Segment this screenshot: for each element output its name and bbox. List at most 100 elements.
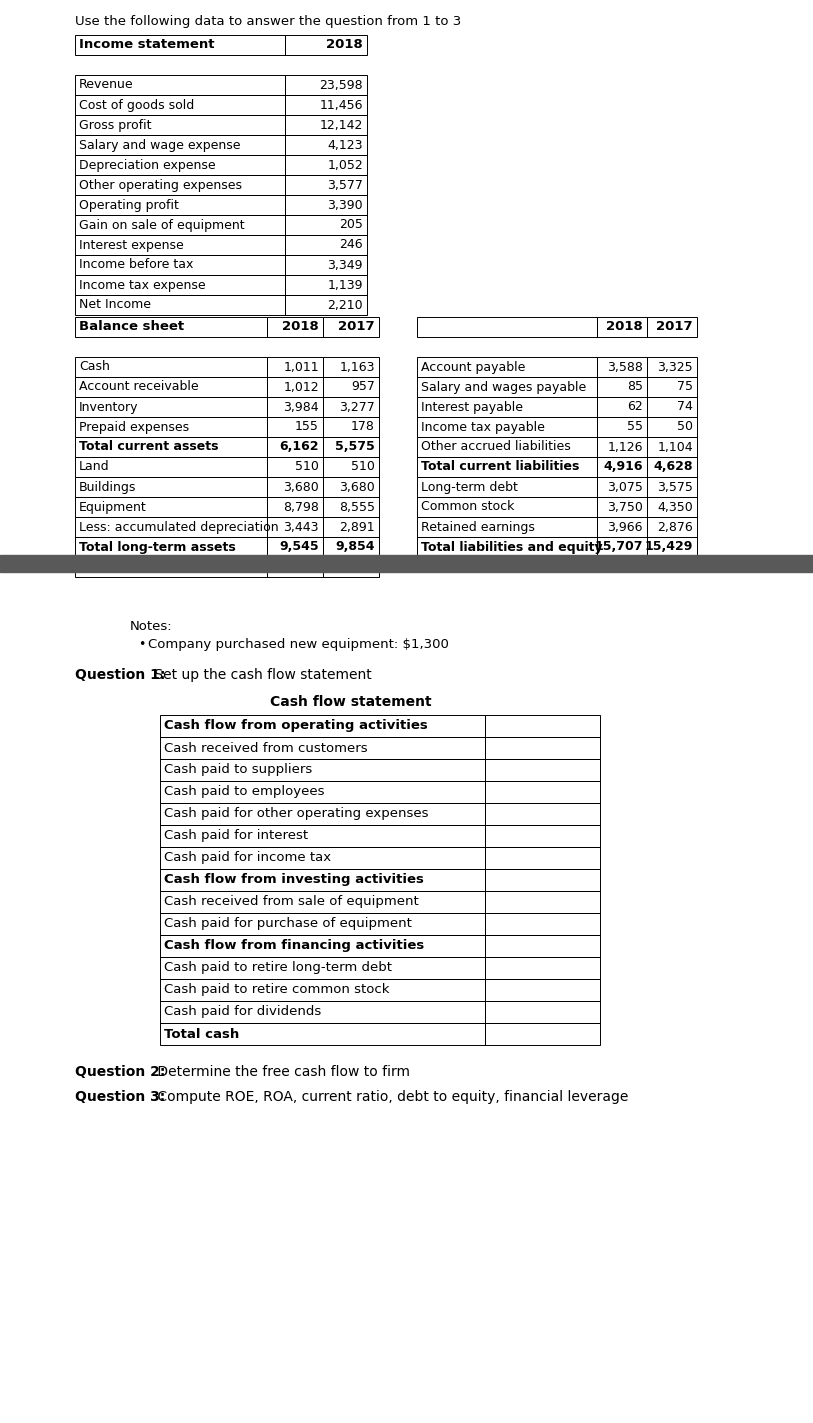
Bar xyxy=(647,357,697,377)
Bar xyxy=(485,737,600,758)
Bar xyxy=(417,317,597,337)
Bar xyxy=(75,235,285,255)
Bar xyxy=(485,935,600,958)
Text: 8,555: 8,555 xyxy=(339,501,375,514)
Text: •: • xyxy=(138,638,146,650)
Bar xyxy=(597,437,647,457)
Text: Cash paid for other operating expenses: Cash paid for other operating expenses xyxy=(164,807,428,821)
Bar xyxy=(323,497,379,517)
Bar xyxy=(75,317,267,337)
Text: 2018: 2018 xyxy=(282,320,319,333)
Bar xyxy=(485,825,600,847)
Text: 3,966: 3,966 xyxy=(607,521,643,534)
Text: Retained earnings: Retained earnings xyxy=(421,521,535,534)
Text: Gain on sale of equipment: Gain on sale of equipment xyxy=(79,219,245,232)
Text: 15,429: 15,429 xyxy=(327,561,375,573)
Text: 2,891: 2,891 xyxy=(339,521,375,534)
Bar xyxy=(75,295,285,314)
Bar xyxy=(75,175,285,195)
Bar xyxy=(160,914,485,935)
Text: Depreciation expense: Depreciation expense xyxy=(79,158,215,172)
Bar xyxy=(267,437,323,457)
Bar xyxy=(267,397,323,417)
Bar xyxy=(285,75,367,95)
Bar xyxy=(597,497,647,517)
Text: Question 2:: Question 2: xyxy=(75,1064,165,1079)
Text: Cash flow from financing activities: Cash flow from financing activities xyxy=(164,939,424,952)
Text: 4,123: 4,123 xyxy=(328,138,363,151)
Bar xyxy=(75,255,285,275)
Bar xyxy=(267,536,323,556)
Text: Prepaid expenses: Prepaid expenses xyxy=(79,421,189,434)
Bar xyxy=(160,737,485,758)
Bar xyxy=(417,497,597,517)
Text: 1,139: 1,139 xyxy=(328,279,363,292)
Text: 15,429: 15,429 xyxy=(645,541,693,554)
Text: 4,916: 4,916 xyxy=(603,461,643,474)
Bar xyxy=(160,781,485,803)
Bar xyxy=(267,377,323,397)
Bar xyxy=(75,477,267,497)
Text: Long-term debt: Long-term debt xyxy=(421,481,518,494)
Text: 3,680: 3,680 xyxy=(339,481,375,494)
Text: 2,876: 2,876 xyxy=(657,521,693,534)
Text: 1,012: 1,012 xyxy=(284,380,319,394)
Bar xyxy=(285,235,367,255)
Text: 15,707: 15,707 xyxy=(594,541,643,554)
Bar xyxy=(160,891,485,914)
Bar xyxy=(75,95,285,115)
Text: Total long-term assets: Total long-term assets xyxy=(79,541,236,554)
Text: Account payable: Account payable xyxy=(421,360,525,373)
Text: 3,349: 3,349 xyxy=(328,259,363,272)
Text: Question 1:: Question 1: xyxy=(75,667,165,682)
Bar xyxy=(597,457,647,477)
Text: Revenue: Revenue xyxy=(79,78,133,91)
Text: 1,163: 1,163 xyxy=(340,360,375,373)
Text: 3,750: 3,750 xyxy=(607,501,643,514)
Bar xyxy=(160,847,485,869)
Bar xyxy=(417,377,597,397)
Text: Cash: Cash xyxy=(79,360,110,373)
Text: 155: 155 xyxy=(295,421,319,434)
Bar xyxy=(75,377,267,397)
Bar xyxy=(160,1000,485,1023)
Bar xyxy=(485,803,600,825)
Text: Cash paid for interest: Cash paid for interest xyxy=(164,830,308,842)
Text: Interest expense: Interest expense xyxy=(79,239,184,252)
Text: Cash paid for income tax: Cash paid for income tax xyxy=(164,851,331,865)
Bar xyxy=(417,397,597,417)
Text: 3,443: 3,443 xyxy=(284,521,319,534)
Bar xyxy=(285,95,367,115)
Bar xyxy=(75,275,285,295)
Text: 85: 85 xyxy=(627,380,643,394)
Text: Interest payable: Interest payable xyxy=(421,400,523,414)
Text: 3,680: 3,680 xyxy=(283,481,319,494)
Text: 3,277: 3,277 xyxy=(339,400,375,414)
Text: 3,325: 3,325 xyxy=(658,360,693,373)
Bar xyxy=(485,914,600,935)
Bar xyxy=(75,437,267,457)
Text: Determine the free cash flow to firm: Determine the free cash flow to firm xyxy=(153,1064,410,1079)
Bar xyxy=(285,255,367,275)
Bar xyxy=(597,536,647,556)
Bar xyxy=(647,517,697,536)
Text: Cost of goods sold: Cost of goods sold xyxy=(79,98,194,111)
Text: 75: 75 xyxy=(677,380,693,394)
Bar xyxy=(75,115,285,135)
Text: Net Income: Net Income xyxy=(79,299,151,312)
Bar xyxy=(267,497,323,517)
Text: Salary and wages payable: Salary and wages payable xyxy=(421,380,586,394)
Bar xyxy=(597,477,647,497)
Bar xyxy=(323,457,379,477)
Bar xyxy=(417,357,597,377)
Bar xyxy=(160,825,485,847)
Text: Use the following data to answer the question from 1 to 3: Use the following data to answer the que… xyxy=(75,16,461,28)
Text: 55: 55 xyxy=(627,421,643,434)
Text: Cash paid to retire common stock: Cash paid to retire common stock xyxy=(164,983,389,996)
Bar xyxy=(75,417,267,437)
Bar xyxy=(323,417,379,437)
Bar xyxy=(485,781,600,803)
Bar xyxy=(485,758,600,781)
Bar xyxy=(417,477,597,497)
Text: Compute ROE, ROA, current ratio, debt to equity, financial leverage: Compute ROE, ROA, current ratio, debt to… xyxy=(153,1090,628,1104)
